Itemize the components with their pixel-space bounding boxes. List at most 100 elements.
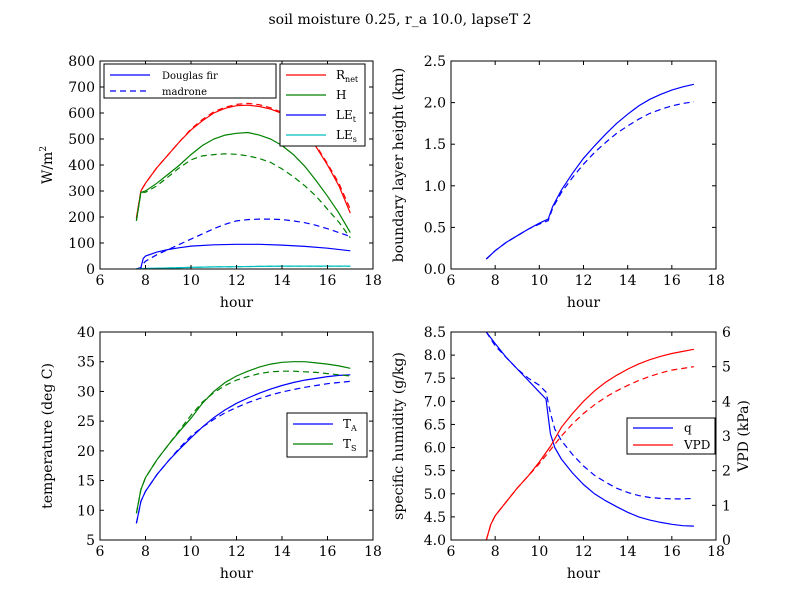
- x-axis-label: hour: [220, 566, 253, 582]
- y-tick-label: 7.5: [424, 371, 446, 387]
- y-tick-label: 800: [68, 54, 95, 70]
- y-tick-label: 8.5: [424, 325, 446, 341]
- y-tick-label: 5.0: [424, 487, 446, 503]
- x-axis-label: hour: [220, 295, 253, 311]
- legend-label: LEt: [336, 108, 357, 124]
- x-tick-label: 10: [182, 273, 200, 289]
- x-tick-label: 12: [575, 544, 593, 560]
- y-tick-label: 40: [77, 325, 95, 341]
- y-tick-label: 0: [86, 262, 95, 278]
- y-tick-label: 4.5: [424, 510, 446, 526]
- x-tick-label: 12: [575, 273, 593, 289]
- x-tick-label: 16: [319, 544, 337, 560]
- y-tick-label: 700: [68, 80, 95, 96]
- y-tick-label: 20: [77, 444, 95, 460]
- series-line: [485, 348, 695, 540]
- y-tick-label: 2.0: [424, 96, 446, 112]
- series-line: [135, 102, 351, 219]
- y-tick-label: 0.0: [424, 262, 446, 278]
- plots: 6 8 10 12 14 16 180100200300400500600700800hou…: [39, 54, 752, 582]
- y-tick-label: 600: [68, 106, 95, 122]
- x-tick-label: 14: [273, 544, 291, 560]
- y-tick-label: 5: [86, 533, 95, 549]
- y-tick-label: 1.5: [424, 137, 446, 153]
- legend-series: q VPD: [626, 417, 716, 455]
- y-axis-label: temperature (deg C): [40, 363, 56, 509]
- legend-label: Douglas fir: [162, 71, 218, 82]
- panel-temperature: 6 8 10 12 14 16 18 5 10 15 20 25 30 35 40 hour temperatu…: [40, 325, 382, 582]
- legend-label: TS: [343, 437, 357, 453]
- legend-box: [626, 417, 716, 455]
- legend-label: q: [684, 421, 692, 435]
- y-tick-label: 1.0: [424, 179, 446, 195]
- y-tick-label: 500: [68, 132, 95, 148]
- series-line: [135, 131, 351, 233]
- legend-series: TA TS: [286, 412, 368, 458]
- x-tick-label: 8: [491, 273, 500, 289]
- legend-label: Rnet: [336, 68, 359, 84]
- x-tick-label: 10: [182, 544, 200, 560]
- y-tick-label: 4.0: [424, 533, 446, 549]
- x-tick-label: 6: [447, 544, 456, 560]
- x-tick-label: 14: [273, 273, 291, 289]
- y2-tick-label: 3: [722, 429, 731, 445]
- y-tick-label: 25: [77, 414, 95, 430]
- legend-styles: Douglas fir madrone: [103, 63, 277, 99]
- y-tick-label: 6.0: [424, 441, 446, 457]
- x-tick-label: 18: [707, 544, 725, 560]
- y2-tick-label: 4: [722, 394, 731, 410]
- y2-tick-label: 2: [722, 464, 731, 480]
- x-tick-label: 8: [491, 544, 500, 560]
- series-line: [485, 83, 695, 260]
- y-tick-label: 100: [68, 236, 95, 252]
- series-line: [135, 153, 351, 239]
- x-tick-label: 10: [530, 273, 548, 289]
- y-tick-label: 200: [68, 210, 95, 226]
- x-axis-label: hour: [567, 566, 600, 582]
- y-tick-label: 300: [68, 184, 95, 200]
- legend-label: LEs: [336, 128, 357, 144]
- figure-title: soil moisture 0.25, r_a 10.0, lapseT 2: [268, 12, 531, 28]
- y2-tick-label: 0: [722, 533, 731, 549]
- y-tick-label: 30: [77, 384, 95, 400]
- legend-label: madrone: [162, 87, 207, 98]
- legend-label: H: [336, 88, 346, 102]
- y-tick-label: 2.5: [424, 54, 446, 70]
- series-line: [485, 332, 694, 527]
- x-tick-label: 18: [364, 544, 382, 560]
- series-line: [135, 370, 351, 514]
- y-axis-label: W/m2: [39, 146, 56, 184]
- panel-energy: 6 8 10 12 14 16 18 0 100 200 300 400 500 600 700 800 hou…: [39, 54, 382, 311]
- x-tick-label: 16: [663, 273, 681, 289]
- y-tick-label: 8.0: [424, 348, 446, 364]
- y-tick-label: 7.0: [424, 394, 446, 410]
- x-tick-label: 6: [96, 273, 105, 289]
- x-tick-label: 8: [141, 273, 150, 289]
- y-tick-label: 35: [77, 355, 95, 371]
- legend-label: TA: [343, 417, 357, 433]
- y-axis-label: specific humidity (g/kg): [391, 352, 407, 520]
- y-tick-label: 10: [77, 503, 95, 519]
- legend-box: [286, 412, 368, 458]
- y-tick-label: 400: [68, 158, 95, 174]
- series-line: [485, 332, 694, 500]
- y2-tick-label: 6: [722, 325, 731, 341]
- y-tick-label: 6.5: [424, 417, 446, 433]
- x-tick-label: 14: [619, 544, 637, 560]
- panel-humidity_vpd: 6 8 10 12 14 16 184.04.55.05.56.06.57.07.58.08…: [391, 325, 752, 582]
- y-tick-label: 15: [77, 474, 95, 490]
- legend-box: [103, 63, 277, 99]
- legend-label: VPD: [683, 438, 710, 452]
- series-line: [485, 101, 694, 260]
- x-tick-label: 6: [96, 544, 105, 560]
- x-tick-label: 16: [319, 273, 337, 289]
- x-tick-label: 18: [364, 273, 382, 289]
- y-axis-label: boundary layer height (km): [391, 68, 407, 262]
- y2-tick-label: 1: [722, 498, 731, 514]
- series-line: [135, 374, 351, 524]
- x-tick-label: 8: [141, 544, 150, 560]
- x-tick-label: 12: [228, 273, 246, 289]
- x-tick-label: 12: [228, 544, 246, 560]
- x-tick-label: 16: [663, 544, 681, 560]
